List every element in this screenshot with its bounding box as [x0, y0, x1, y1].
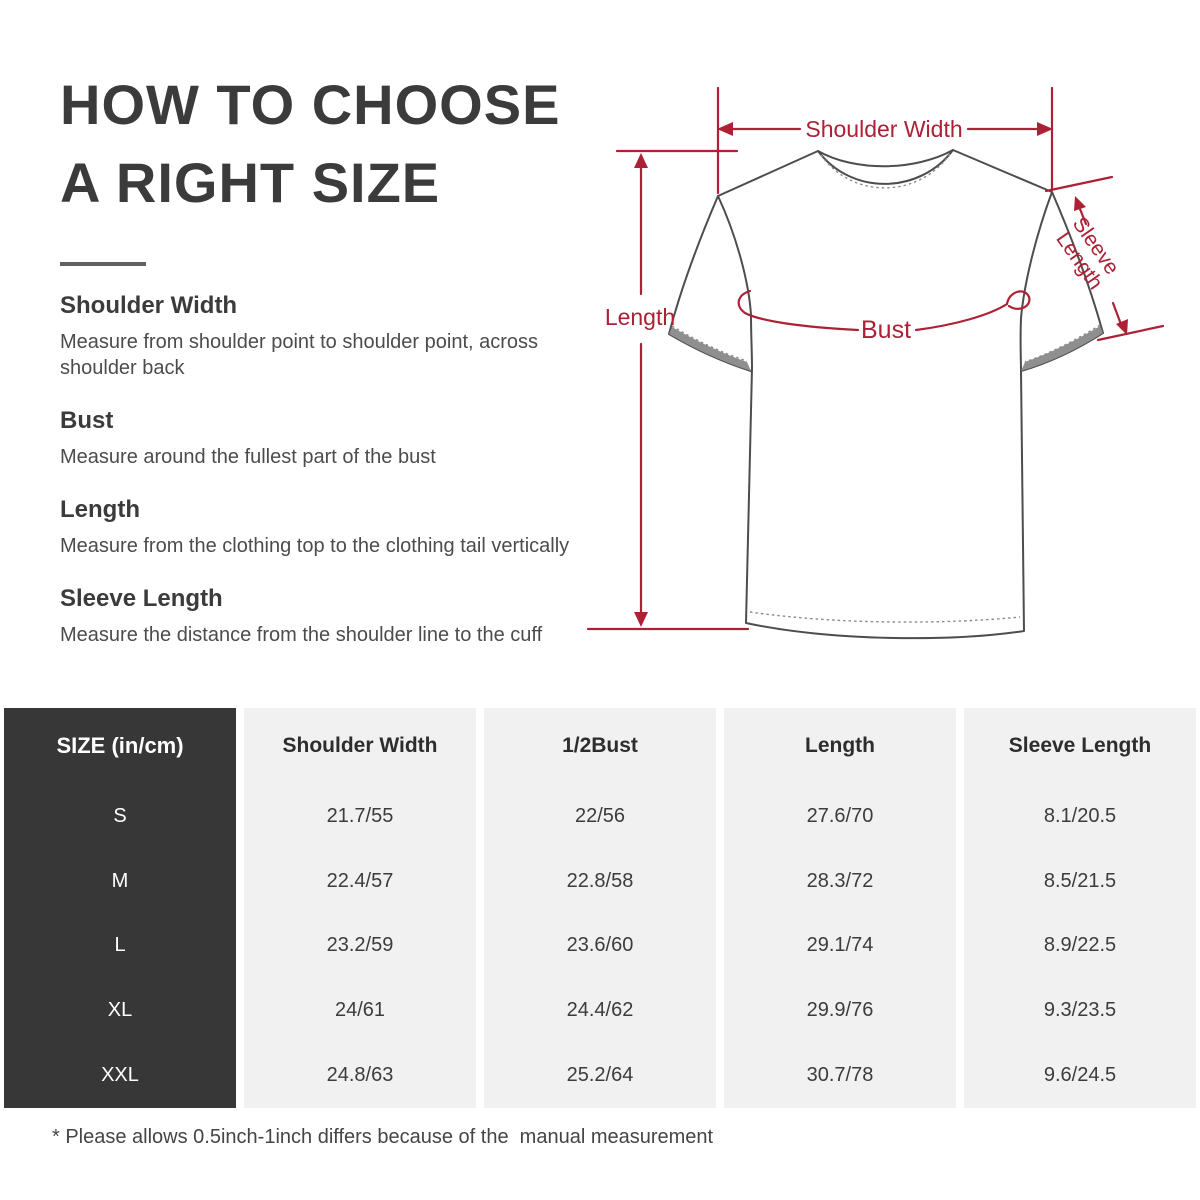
sleeve-tick-top: [1044, 175, 1114, 193]
sleeve-arrowhead-down: [1116, 319, 1128, 335]
page-title: HOW TO CHOOSE A RIGHT SIZE: [60, 66, 560, 222]
column-header-length: Length: [805, 734, 875, 757]
bust-label: Bust: [861, 316, 911, 344]
instruction-heading: Shoulder Width: [60, 292, 238, 319]
value-cell: 21.7/55: [326, 804, 394, 827]
instruction-heading: Sleeve Length: [60, 585, 223, 612]
left-cuff-shading: [669, 327, 751, 371]
size-cell: M: [111, 869, 129, 892]
size-cell: XXL: [101, 1064, 139, 1087]
bust-curve-right: [914, 290, 1031, 332]
page-title-line1: HOW TO CHOOSE: [60, 73, 561, 136]
left-sleeve-edge: [668, 195, 719, 335]
stitch-lines: [671, 153, 1101, 623]
size-table-column-size: SIZE (in/cm) S M L XL XXL: [4, 708, 236, 1108]
tshirt-measurement-diagram: Shoulder Width Length Bust Sleeve Length: [586, 86, 1165, 640]
value-cell: 22.8/58: [566, 869, 634, 892]
sleeve-arrowhead-up: [1074, 196, 1086, 211]
shoulder-arrowhead-left: [717, 122, 733, 136]
size-cell: XL: [107, 999, 133, 1022]
instruction-text: Measure from the clothing top to the clo…: [60, 535, 570, 557]
size-table-column-length: Length 27.6/70 28.3/72 29.1/74 29.9/76 3…: [724, 708, 956, 1108]
value-cell: 8.5/21.5: [1043, 869, 1117, 892]
value-cell: 23.6/60: [566, 934, 634, 957]
value-cell: 22/56: [574, 804, 626, 827]
instruction-text: Measure around the fullest part of the b…: [60, 446, 436, 468]
value-cell: 8.1/20.5: [1043, 804, 1117, 827]
value-cell: 8.9/22.5: [1043, 934, 1117, 957]
instruction-shoulder-width: Shoulder Width Measure from shoulder poi…: [60, 292, 608, 381]
tshirt-body: [717, 149, 1053, 640]
value-cell: 9.6/24.5: [1043, 1064, 1117, 1087]
size-cell: L: [114, 934, 126, 957]
column-header-half-bust: 1/2Bust: [562, 734, 638, 757]
value-cell: 22.4/57: [326, 869, 394, 892]
value-cell: 30.7/78: [806, 1064, 874, 1087]
sleeve-length-label: Sleeve Length: [1050, 213, 1127, 296]
instruction-length: Length Measure from the clothing top to …: [60, 496, 608, 559]
size-table-column-sleeve-length: Sleeve Length 8.1/20.5 8.5/21.5 8.9/22.5…: [964, 708, 1196, 1108]
instruction-bust: Bust Measure around the fullest part of …: [60, 407, 608, 470]
value-cell: 27.6/70: [806, 804, 874, 827]
value-cell: 24/61: [334, 999, 386, 1022]
column-header-shoulder-width: Shoulder Width: [282, 734, 438, 757]
length-arrowhead-up: [634, 153, 648, 168]
value-cell: 23.2/59: [326, 934, 394, 957]
instruction-heading: Bust: [60, 407, 114, 434]
bust-curve-left: [737, 289, 860, 332]
measurement-disclaimer: * Please allows 0.5inch-1inch differs be…: [52, 1126, 714, 1148]
page-title-line2: A RIGHT SIZE: [60, 151, 441, 214]
size-table: SIZE (in/cm) S M L XL XXL Shoulder Width…: [4, 708, 1196, 1108]
column-header-size: SIZE (in/cm): [56, 733, 184, 758]
length-label: Length: [605, 304, 675, 330]
measuring-instructions: Shoulder Width Measure from shoulder poi…: [60, 292, 608, 648]
collar-stitch: [820, 153, 951, 189]
size-table-column-half-bust: 1/2Bust 22/56 22.8/58 23.6/60 24.4/62 25…: [484, 708, 716, 1108]
shoulder-arrowhead-right: [1037, 122, 1053, 136]
value-cell: 24.8/63: [326, 1064, 394, 1087]
tshirt-outline: [668, 149, 1104, 640]
value-cell: 25.2/64: [566, 1064, 634, 1087]
shoulder-width-label: Shoulder Width: [805, 116, 962, 142]
collar-band: [817, 149, 954, 185]
sleeve-tick-bottom: [1096, 324, 1165, 342]
instruction-text: Measure the distance from the shoulder l…: [60, 624, 543, 646]
instruction-sleeve-length: Sleeve Length Measure the distance from …: [60, 585, 608, 648]
value-cell: 24.4/62: [566, 999, 634, 1022]
right-cuff-shading: [1021, 326, 1103, 371]
right-sleeve-edge: [1051, 191, 1104, 334]
size-table-column-shoulder-width: Shoulder Width 21.7/55 22.4/57 23.2/59 2…: [244, 708, 476, 1108]
value-cell: 29.1/74: [806, 934, 874, 957]
instruction-text: Measure from shoulder point to shoulder …: [60, 331, 539, 379]
right-cuff-stitch: [1024, 324, 1101, 363]
column-header-sleeve-length: Sleeve Length: [1008, 734, 1152, 757]
value-cell: 29.9/76: [806, 999, 874, 1022]
size-cell: S: [113, 804, 127, 827]
arrowheads: [634, 122, 1128, 627]
value-cell: 9.3/23.5: [1043, 999, 1117, 1022]
title-divider: [60, 262, 146, 266]
value-cell: 28.3/72: [806, 869, 874, 892]
length-arrowhead-down: [634, 612, 648, 627]
instruction-heading: Length: [60, 496, 140, 523]
